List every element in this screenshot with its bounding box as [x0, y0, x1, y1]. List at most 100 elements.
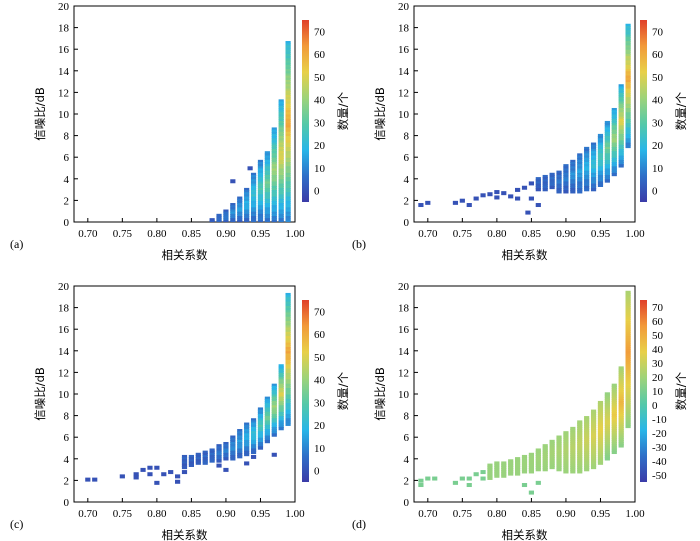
heat-cell — [611, 394, 617, 398]
heat-cell — [285, 409, 291, 413]
heat-cell — [487, 465, 493, 470]
heat-cell — [611, 403, 617, 407]
y-tick-label: 0 — [64, 497, 70, 509]
heat-cell — [487, 476, 493, 480]
scatter-cell — [147, 465, 153, 470]
heat-cell — [285, 321, 291, 325]
heat-cell — [195, 454, 201, 459]
heat-cell — [264, 435, 270, 439]
heat-cell — [271, 416, 277, 420]
y-tick-label: 14 — [398, 66, 410, 78]
heat-cell — [542, 174, 548, 179]
heat-cell — [563, 168, 569, 172]
heat-cell — [278, 138, 284, 142]
heat-cell — [188, 459, 194, 463]
heat-cell — [625, 86, 631, 90]
heat-cell — [223, 441, 229, 446]
heat-cell — [285, 392, 291, 396]
scatter-cell — [175, 474, 181, 479]
heat-cell — [542, 185, 548, 190]
heat-cell — [285, 77, 291, 82]
heat-cell — [528, 463, 534, 467]
heat-cell — [250, 215, 257, 220]
heat-cell — [285, 194, 291, 198]
heat-cell — [278, 155, 284, 159]
heat-cell — [278, 381, 284, 385]
heat-cell — [542, 187, 548, 192]
heat-cell — [528, 467, 534, 472]
heat-cell — [264, 196, 270, 200]
heat-cell — [285, 142, 291, 146]
scatter-cell — [535, 203, 541, 208]
heat-cell — [618, 112, 624, 116]
heat-cell — [278, 377, 284, 381]
panel-c: 0 2 4 6 8 10 12 14 16 18 20 0.70 0.75 0.80 0.85 0.90 0.9… — [10, 281, 350, 541]
heat-cell — [285, 379, 291, 383]
heat-cell — [285, 62, 291, 67]
heat-cell — [625, 411, 631, 416]
heat-cell — [542, 463, 548, 467]
heat-cell — [257, 177, 264, 181]
heat-cell — [625, 329, 631, 334]
heat-cell — [618, 92, 624, 97]
y-tick-label: 20 — [58, 281, 70, 293]
heat-cell — [264, 205, 270, 209]
heat-cell — [556, 461, 562, 465]
heat-cell — [611, 446, 617, 450]
heat-cell — [590, 450, 597, 455]
heat-cell — [611, 168, 617, 172]
heat-cell — [611, 416, 617, 420]
heat-cell — [508, 470, 514, 474]
heat-cell — [625, 25, 631, 30]
heat-cell — [604, 457, 610, 461]
heat-cell — [597, 403, 604, 407]
heat-cell — [556, 179, 562, 183]
heat-cell — [285, 411, 291, 416]
heat-cell — [597, 437, 604, 442]
heat-cell — [230, 441, 236, 446]
heat-cell — [597, 424, 604, 429]
heat-cell — [604, 168, 610, 172]
heat-cell — [285, 420, 291, 424]
heat-cell — [285, 394, 291, 398]
heat-cell — [563, 183, 569, 187]
heat-cell — [216, 459, 222, 463]
heat-cell — [570, 448, 576, 452]
heat-cell — [244, 422, 250, 426]
heat-cell — [597, 433, 604, 437]
heat-cell — [577, 168, 583, 172]
heat-cell — [542, 181, 548, 185]
heat-cell — [556, 446, 562, 450]
y-tick-label: 10 — [58, 109, 70, 121]
heat-cell — [584, 170, 590, 175]
heat-cell — [285, 398, 291, 403]
heat-cell — [285, 45, 291, 49]
heat-cell — [577, 190, 583, 194]
heat-cell — [625, 416, 631, 420]
heat-cell — [618, 372, 624, 377]
x-axis-title: 相关系数 — [162, 248, 208, 262]
heat-cell — [625, 73, 631, 77]
heat-cell — [264, 209, 270, 213]
heat-cell — [271, 396, 277, 401]
heat-cell — [181, 459, 188, 463]
heat-cell — [618, 439, 624, 444]
y-tick-label: 18 — [398, 303, 410, 315]
heat-cell — [597, 457, 604, 461]
scatter-cell — [92, 477, 98, 482]
heat-cell — [271, 407, 277, 411]
x-tick-label: 0.95 — [591, 508, 611, 520]
y-tick-label: 10 — [398, 109, 410, 121]
heat-cell — [487, 474, 493, 478]
heat-cell — [625, 396, 631, 401]
heat-cell — [271, 392, 277, 396]
heat-cell — [250, 444, 257, 448]
heat-cell — [542, 183, 548, 187]
x-tick-label: 0.70 — [78, 508, 98, 520]
heat-cell — [556, 435, 562, 439]
heat-cell — [570, 172, 576, 177]
heat-cell — [278, 366, 284, 370]
heat-cell — [590, 465, 597, 470]
heat-cell — [611, 448, 617, 452]
heat-cell — [618, 416, 624, 420]
